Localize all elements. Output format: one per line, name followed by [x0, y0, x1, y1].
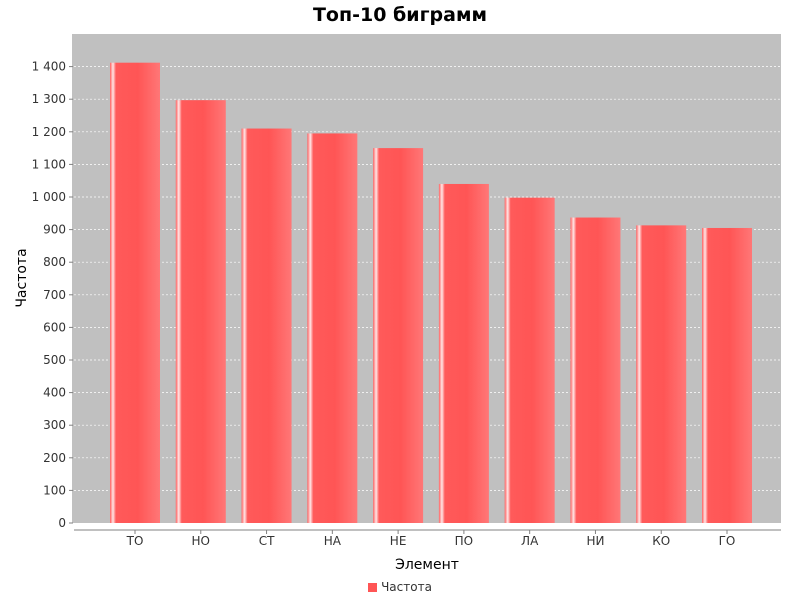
y-tick-label: 600: [43, 320, 66, 334]
y-tick-label: 1 000: [32, 190, 66, 204]
y-axis-label: Частота: [14, 248, 30, 307]
bar: [373, 148, 424, 523]
x-tick-label: ГО: [719, 534, 736, 548]
x-tick-label: ЛА: [521, 534, 539, 548]
bar: [307, 133, 358, 523]
legend: Частота: [0, 580, 800, 594]
y-tick-label: 300: [43, 418, 66, 432]
y-tick-label: 200: [43, 451, 66, 465]
x-tick-label: ТО: [126, 534, 144, 548]
x-tick-label: ПО: [455, 534, 473, 548]
legend-label: Частота: [381, 580, 432, 594]
bar: [175, 100, 226, 523]
y-tick-label: 400: [43, 386, 66, 400]
y-tick-label: 700: [43, 288, 66, 302]
y-tick-label: 1 200: [32, 125, 66, 139]
y-tick-label: 800: [43, 255, 66, 269]
y-tick-label: 900: [43, 223, 66, 237]
bars: [110, 62, 752, 524]
chart-title: Топ-10 биграмм: [312, 4, 488, 26]
bar: [702, 227, 752, 523]
y-tick-label: 500: [43, 353, 66, 367]
x-tick-label: НЕ: [390, 534, 407, 548]
x-tick-label: КО: [652, 534, 670, 548]
bar: [438, 183, 489, 523]
y-tick-label: 1 100: [32, 157, 66, 171]
bar: [636, 225, 687, 523]
y-tick-label: 0: [58, 516, 66, 530]
x-tick-label: СТ: [259, 534, 275, 548]
bar: [241, 128, 292, 524]
x-tick-label: НО: [192, 534, 210, 548]
bar: [570, 217, 621, 523]
x-tick-label: НА: [324, 534, 342, 548]
y-tick-label: 100: [43, 483, 66, 497]
x-tick-label: НИ: [586, 534, 604, 548]
x-ticks: ТО НО СТ НА НЕ ПО ЛА НИ КО ГО: [126, 530, 736, 548]
y-tick-label: 1 300: [32, 92, 66, 106]
x-axis-label: Элемент: [395, 557, 459, 573]
y-tick-label: 1 400: [32, 60, 66, 74]
legend-swatch: [368, 583, 378, 592]
bar: [504, 197, 555, 524]
y-ticks: 0 100 200 300 400 500 600 700 800 900 1 000 1 100 1 …: [32, 60, 73, 530]
axes: [72, 34, 781, 531]
bar: [110, 62, 160, 524]
